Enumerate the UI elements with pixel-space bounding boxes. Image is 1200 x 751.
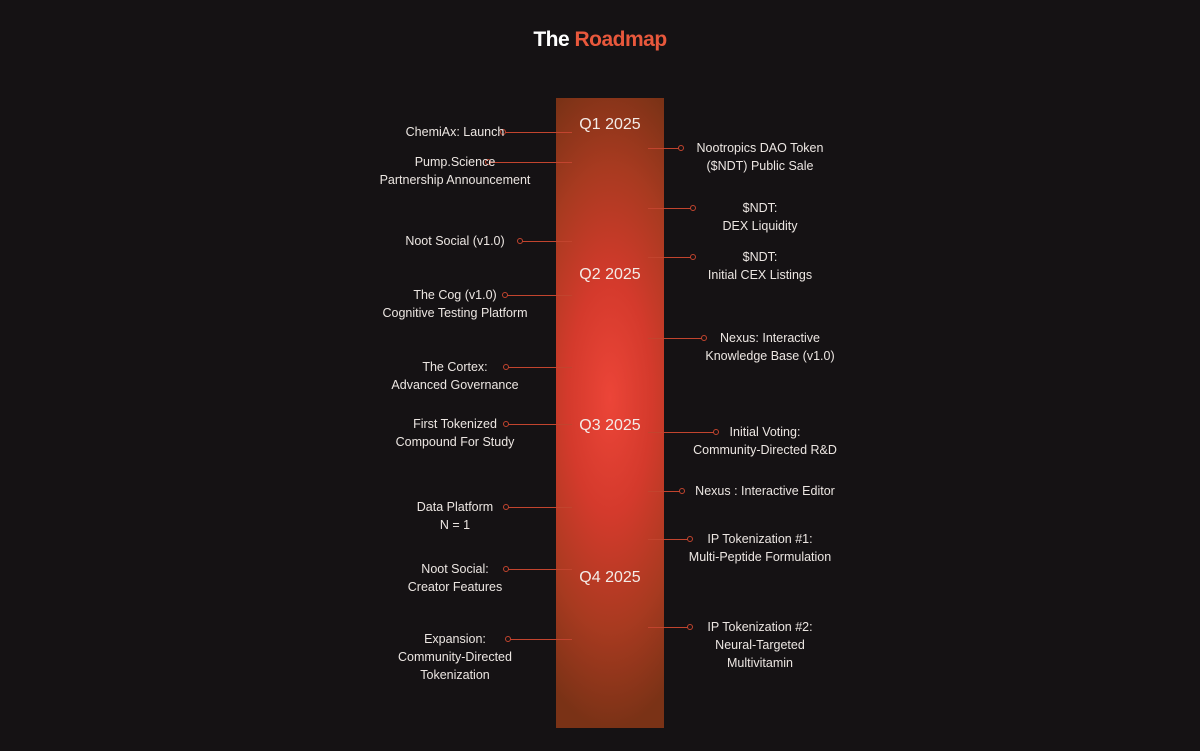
connector-dot-icon bbox=[690, 254, 696, 260]
milestone-text: Creator Features bbox=[407, 580, 503, 594]
page-title: The Roadmap bbox=[533, 28, 667, 51]
connector-dot-icon bbox=[503, 421, 509, 427]
milestone-text: Data Platform bbox=[416, 500, 494, 514]
connector-line bbox=[506, 507, 572, 508]
milestone-text: Initial CEX Listings bbox=[707, 268, 813, 282]
milestone-left: The Cortex: Advanced Governance bbox=[335, 358, 575, 394]
connector-dot-icon bbox=[485, 159, 491, 165]
connector-line bbox=[648, 539, 690, 540]
milestone-text: Tokenization bbox=[420, 668, 490, 682]
connector-line bbox=[506, 367, 572, 368]
connector-dot-icon bbox=[505, 636, 511, 642]
connector-line bbox=[488, 162, 572, 163]
milestone-left: Pump.Science Partnership Announcement bbox=[335, 153, 575, 189]
milestone-text: Partnership Announcement bbox=[379, 173, 531, 187]
milestone-text: Noot Social: bbox=[421, 562, 489, 576]
quarter-label: Q1 2025 bbox=[579, 116, 641, 133]
connector-dot-icon bbox=[503, 504, 509, 510]
connector-line bbox=[648, 338, 704, 339]
milestone-text: DEX Liquidity bbox=[722, 219, 798, 233]
milestone-text: IP Tokenization #1: bbox=[707, 532, 813, 546]
milestone-text: N = 1 bbox=[439, 518, 471, 532]
milestone-text: Nexus: Interactive bbox=[719, 331, 821, 345]
milestone-text: Pump.Science bbox=[414, 155, 496, 169]
connector-dot-icon bbox=[687, 536, 693, 542]
milestone-left: Noot Social: Creator Features bbox=[335, 560, 575, 596]
milestone-text: Nexus : Interactive Editor bbox=[695, 484, 835, 498]
milestone-text: ($NDT) Public Sale bbox=[706, 159, 814, 173]
connector-dot-icon bbox=[500, 129, 506, 135]
milestone-left: Expansion: Community-Directed Tokenization bbox=[335, 630, 575, 684]
milestone-text: Initial Voting: bbox=[729, 425, 801, 439]
milestone-text: ChemiAx: Launch bbox=[405, 125, 505, 139]
milestone-text: Neural-Targeted bbox=[715, 638, 805, 652]
milestone-text: First Tokenized bbox=[413, 417, 497, 431]
connector-dot-icon bbox=[690, 205, 696, 211]
connector-dot-icon bbox=[678, 145, 684, 151]
milestone-right: IP Tokenization #1: Multi-Peptide Formula… bbox=[640, 530, 880, 566]
connector-line bbox=[508, 639, 572, 640]
connector-line bbox=[648, 208, 693, 209]
milestone-text: Advanced Governance bbox=[391, 378, 519, 392]
connector-line bbox=[520, 241, 572, 242]
milestone-text: Knowledge Base (v1.0) bbox=[705, 349, 835, 363]
milestone-text: Community-Directed R&D bbox=[693, 443, 837, 457]
milestone-text: Compound For Study bbox=[395, 435, 515, 449]
connector-line bbox=[505, 295, 572, 296]
connector-line bbox=[648, 432, 716, 433]
connector-line bbox=[648, 148, 681, 149]
milestone-left: The Cog (v1.0) Cognitive Testing Platform bbox=[335, 286, 575, 322]
milestone-left: Noot Social (v1.0) bbox=[335, 232, 575, 250]
milestone-text: Cognitive Testing Platform bbox=[382, 306, 528, 320]
milestone-text: Community-Directed bbox=[398, 650, 512, 664]
connector-line bbox=[506, 569, 572, 570]
milestone-right: IP Tokenization #2: Neural-Targeted Multiv… bbox=[640, 618, 880, 672]
milestone-right: Nexus : Interactive Editor bbox=[645, 482, 885, 500]
milestone-right: Initial Voting: Community-Directed R&D bbox=[645, 423, 885, 459]
milestone-text: $NDT: bbox=[742, 201, 778, 215]
milestone-left: First Tokenized Compound For Study bbox=[335, 415, 575, 451]
connector-dot-icon bbox=[503, 566, 509, 572]
milestone-text: Nootropics DAO Token bbox=[696, 141, 824, 155]
connector-dot-icon bbox=[701, 335, 707, 341]
milestone-right: $NDT: Initial CEX Listings bbox=[640, 248, 880, 284]
milestone-text: $NDT: bbox=[742, 250, 778, 264]
milestone-right: Nexus: Interactive Knowledge Base (v1.0) bbox=[650, 329, 890, 365]
timeline-bar bbox=[556, 98, 664, 728]
milestone-right: $NDT: DEX Liquidity bbox=[640, 199, 880, 235]
connector-dot-icon bbox=[503, 364, 509, 370]
quarter-label: Q4 2025 bbox=[579, 569, 641, 586]
milestone-left: ChemiAx: Launch bbox=[335, 123, 575, 141]
milestone-right: Nootropics DAO Token ($NDT) Public Sale bbox=[640, 139, 880, 175]
connector-dot-icon bbox=[502, 292, 508, 298]
connector-line bbox=[503, 132, 572, 133]
milestone-text: Noot Social (v1.0) bbox=[405, 234, 505, 248]
connector-dot-icon bbox=[687, 624, 693, 630]
milestone-text: IP Tokenization #2: bbox=[707, 620, 813, 634]
milestone-text: Expansion: bbox=[424, 632, 486, 646]
connector-dot-icon bbox=[679, 488, 685, 494]
connector-dot-icon bbox=[517, 238, 523, 244]
connector-line bbox=[506, 424, 572, 425]
milestone-left: Data Platform N = 1 bbox=[335, 498, 575, 534]
connector-line bbox=[648, 627, 690, 628]
quarter-label: Q3 2025 bbox=[579, 417, 641, 434]
milestone-text: The Cog (v1.0) bbox=[413, 288, 497, 302]
milestone-text: Multi-Peptide Formulation bbox=[688, 550, 832, 564]
connector-dot-icon bbox=[713, 429, 719, 435]
connector-line bbox=[648, 257, 693, 258]
milestone-text: Multivitamin bbox=[727, 656, 793, 670]
milestone-text: The Cortex: bbox=[422, 360, 488, 374]
quarter-label: Q2 2025 bbox=[579, 266, 641, 283]
connector-line bbox=[648, 491, 682, 492]
